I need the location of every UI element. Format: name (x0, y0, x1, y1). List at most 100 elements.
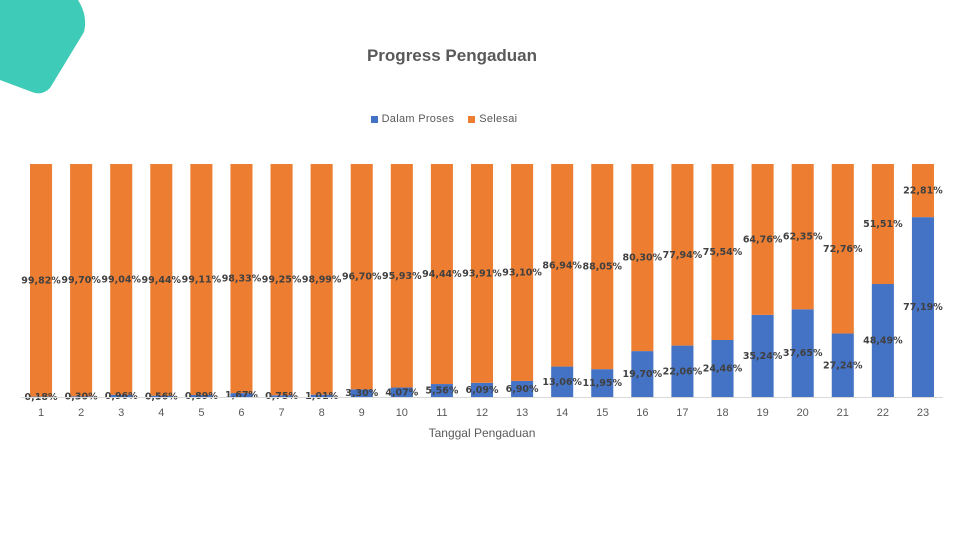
x-tick-label: 10 (396, 407, 408, 419)
data-label-dalam-proses: 0,89% (185, 391, 218, 402)
bar-dalam-proses (831, 333, 854, 397)
x-tick-label: 11 (436, 407, 447, 419)
chart-title: Progress Pengaduan (366, 46, 538, 65)
x-tick-label: 22 (877, 407, 889, 419)
data-label-dalam-proses: 4,07% (385, 387, 418, 398)
bar-selesai (791, 164, 814, 310)
bar-dalam-proses (110, 394, 133, 397)
x-tick-label: 14 (556, 407, 568, 419)
bar-dalam-proses (631, 351, 654, 397)
bar-selesai (150, 164, 173, 396)
x-tick-label: 18 (716, 407, 728, 419)
x-tick-label: 15 (596, 407, 608, 419)
data-label-dalam-proses: 1,67% (225, 390, 258, 401)
bar-selesai (230, 164, 253, 394)
bar-selesai (831, 164, 854, 334)
bar-selesai (390, 164, 413, 388)
x-axis-title: Tanggal Pengaduan (428, 426, 536, 440)
data-label-dalam-proses: 77,19% (903, 302, 943, 313)
bar-dalam-proses (911, 217, 934, 397)
bar-dalam-proses (310, 394, 333, 397)
bar-selesai (310, 164, 333, 395)
data-label-dalam-proses: 13,06% (542, 377, 582, 388)
data-label-selesai: 98,33% (222, 274, 262, 285)
bar-dalam-proses (150, 395, 173, 397)
bar-dalam-proses (791, 309, 814, 397)
bar-selesai (711, 164, 734, 341)
plot-area: 0,18%99,82%10,30%99,70%20,96%99,04%30,56… (21, 164, 943, 419)
x-tick-label: 19 (756, 407, 768, 419)
bar-dalam-proses (511, 380, 534, 397)
x-tick-label: 5 (198, 407, 204, 419)
bar-dalam-proses (350, 389, 373, 397)
x-tick-label: 8 (319, 407, 325, 419)
bar-selesai (190, 164, 213, 395)
legend-label-selesai: Selesai (479, 113, 518, 125)
data-label-selesai: 86,94% (542, 260, 582, 271)
data-label-dalam-proses: 3,30% (345, 388, 378, 399)
legend-swatch-selesai (468, 115, 476, 123)
bar-selesai (110, 164, 133, 395)
data-label-selesai: 51,51% (863, 219, 903, 230)
bar-selesai (350, 164, 373, 390)
data-label-selesai: 99,82% (21, 275, 61, 286)
bar-selesai (751, 164, 774, 315)
data-label-selesai: 93,91% (462, 268, 502, 279)
data-label-dalam-proses: 35,24% (743, 351, 783, 362)
decorative-corner-shape (0, 0, 86, 94)
bar-selesai (430, 164, 453, 385)
bar-dalam-proses (390, 387, 413, 397)
x-tick-label: 1 (38, 407, 44, 419)
data-label-dalam-proses: 0,75% (265, 391, 298, 402)
bar-selesai (631, 164, 654, 352)
legend-item-dalam-proses: Dalam Proses (370, 113, 455, 125)
x-tick-label: 7 (279, 407, 285, 419)
bar-dalam-proses (711, 340, 734, 397)
bar-selesai (671, 164, 694, 346)
data-label-dalam-proses: 1,01% (305, 391, 338, 402)
x-tick-label: 4 (158, 407, 164, 419)
x-tick-label: 23 (917, 407, 929, 419)
data-label-dalam-proses: 48,49% (863, 336, 903, 347)
legend-label-dalam-proses: Dalam Proses (381, 113, 455, 125)
data-label-selesai: 95,93% (382, 271, 422, 282)
bar-selesai (470, 164, 494, 383)
data-label-dalam-proses: 0,56% (145, 391, 178, 402)
data-label-selesai: 99,04% (101, 274, 141, 285)
data-label-dalam-proses: 37,65% (783, 348, 823, 359)
bar-dalam-proses (270, 395, 293, 397)
bar-dalam-proses (871, 284, 894, 397)
data-label-dalam-proses: 11,95% (582, 378, 622, 389)
legend-item-selesai: Selesai (468, 113, 517, 125)
x-tick-label: 21 (837, 407, 849, 419)
data-label-dalam-proses: 27,24% (823, 360, 863, 371)
x-tick-label: 12 (476, 407, 488, 419)
data-label-dalam-proses: 22,06% (663, 366, 703, 377)
data-label-selesai: 62,35% (783, 232, 823, 243)
data-label-selesai: 72,76% (823, 244, 863, 255)
bar-dalam-proses (551, 366, 574, 397)
data-label-selesai: 93,10% (502, 267, 542, 278)
x-tick-label: 20 (797, 407, 809, 419)
bar-selesai (871, 164, 894, 285)
bar-selesai (911, 164, 934, 218)
x-tick-label: 6 (238, 407, 244, 419)
bar-selesai (551, 164, 574, 367)
data-label-selesai: 88,05% (582, 262, 622, 273)
legend-swatch-dalam-proses (370, 115, 378, 123)
data-label-dalam-proses: 6,90% (506, 384, 539, 395)
data-label-selesai: 99,11% (182, 274, 222, 285)
data-label-selesai: 99,44% (142, 275, 182, 286)
data-label-dalam-proses: 24,46% (703, 364, 743, 375)
bar-selesai (511, 164, 534, 381)
data-label-dalam-proses: 5,56% (425, 386, 458, 397)
data-label-selesai: 22,81% (903, 186, 943, 197)
data-label-selesai: 64,76% (743, 234, 783, 245)
data-label-selesai: 75,54% (703, 247, 743, 258)
bar-selesai (270, 164, 293, 396)
bar-dalam-proses (190, 394, 213, 397)
bar-selesai (30, 164, 53, 397)
bar-dalam-proses (70, 396, 93, 397)
data-label-dalam-proses: 0,96% (105, 391, 138, 402)
data-label-dalam-proses: 6,09% (466, 385, 499, 396)
